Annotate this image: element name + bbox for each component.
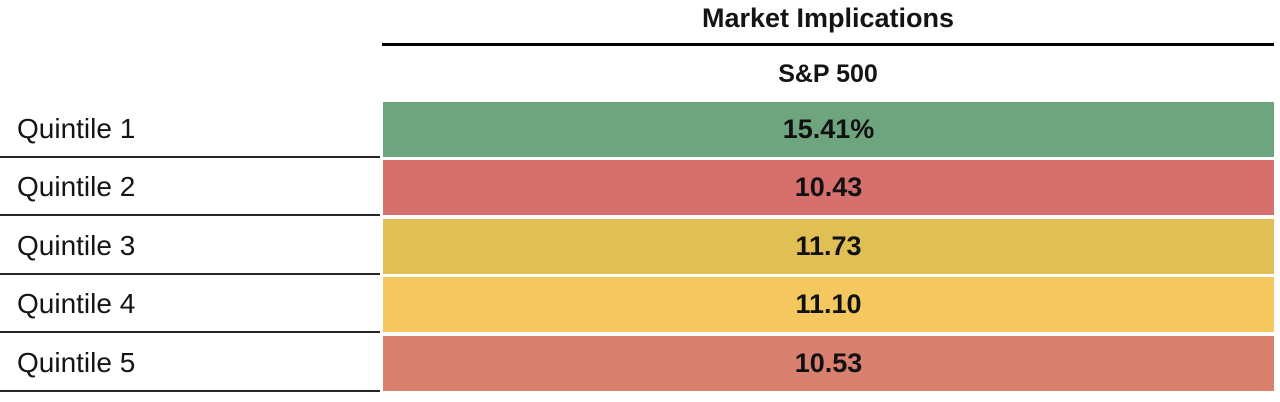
table-row-quintile-1: Quintile 1 15.41% <box>0 102 1274 160</box>
value-cell-quintile-2: 10.43 <box>383 160 1274 216</box>
row-label-quintile-3: Quintile 3 <box>0 219 380 275</box>
row-label-quintile-5: Quintile 5 <box>0 336 380 392</box>
table-row-quintile-2: Quintile 2 10.43 <box>0 160 1274 218</box>
value-cell-quintile-4: 11.10 <box>383 277 1274 333</box>
row-label-quintile-2: Quintile 2 <box>0 160 380 217</box>
table-row-quintile-5: Quintile 5 10.53 <box>0 335 1274 394</box>
row-label-quintile-1: Quintile 1 <box>0 102 380 158</box>
value-cell-quintile-3: 11.73 <box>383 218 1274 274</box>
value-cell-quintile-5: 10.53 <box>383 335 1274 391</box>
column-header-sp500: S&P 500 <box>778 59 878 88</box>
value-cell-quintile-1: 15.41% <box>383 102 1274 157</box>
table-row-quintile-3: Quintile 3 11.73 <box>0 218 1274 277</box>
table-row-quintile-4: Quintile 4 11.10 <box>0 277 1274 335</box>
quintile-returns-table: Market Implications S&P 500 Quintile 1 1… <box>0 0 1274 394</box>
table-body: Quintile 1 15.41% Quintile 2 10.43 Quint… <box>0 102 1274 394</box>
row-label-quintile-4: Quintile 4 <box>0 277 380 334</box>
table-title: Market Implications <box>382 0 1274 46</box>
